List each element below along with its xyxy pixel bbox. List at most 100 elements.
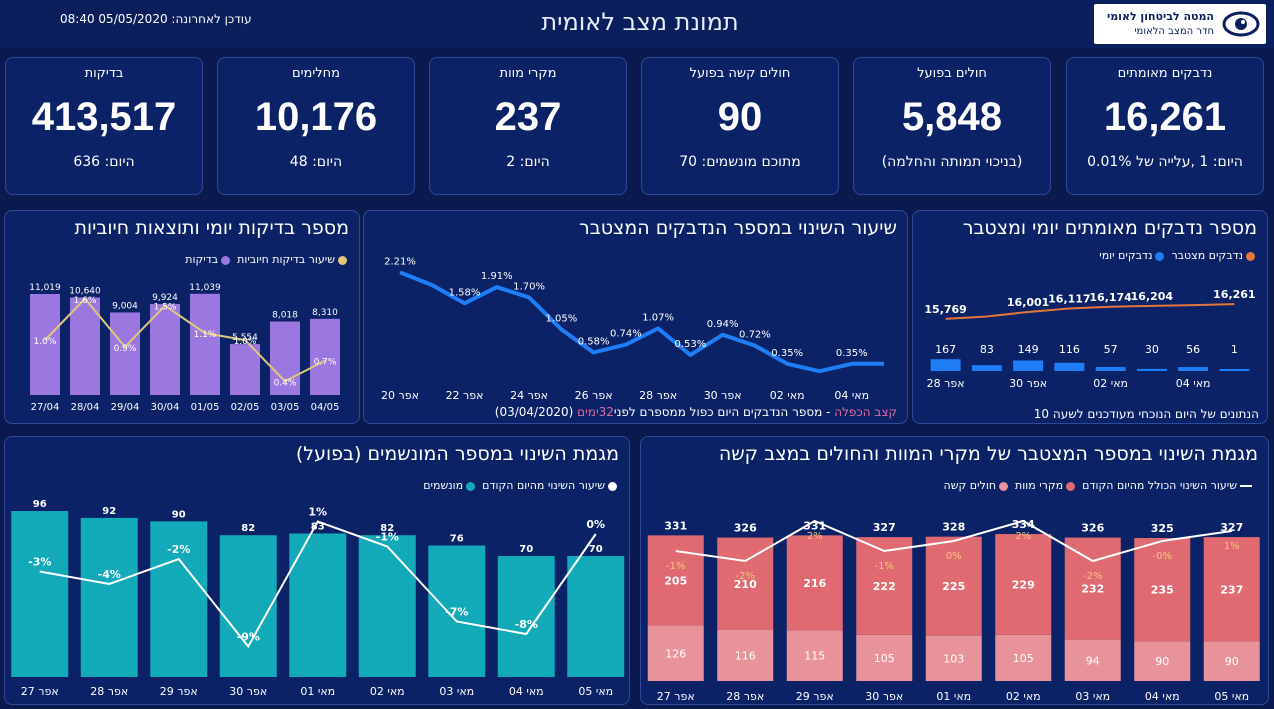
total-change-label: -0%	[1153, 551, 1172, 562]
note-date: (03/04/2020)	[494, 405, 574, 419]
tests-label: 9,004	[112, 301, 138, 311]
tests-chart: 11,019 27/04 10,640 28/04 9,004 29/04 9,924 30/…	[29, 283, 340, 413]
x-tick-label: אפר 28	[90, 685, 128, 698]
kpi-sub: היום: 1 ,עלייה של 0.01%	[1087, 154, 1243, 170]
kpi-confirmed[interactable]: נדבקים מאומתים 16,261 היום: 1 ,עלייה של …	[1066, 57, 1264, 195]
total-label: 328	[942, 521, 965, 534]
confirmed-panel[interactable]: מספר נדבקים מאומתים יומי ומצטבר נדבקים מ…	[912, 210, 1268, 424]
ventilated-label: 70	[589, 544, 603, 555]
note-days: 32ימים	[577, 405, 614, 419]
ventilated-label: 83	[311, 521, 325, 532]
change-label: -9%	[237, 631, 260, 644]
daily-bar	[930, 359, 961, 371]
x-tick-label: מאי 01	[300, 685, 335, 698]
x-tick-label: 29/04	[111, 402, 140, 413]
note-main: - מספר הנדבקים היום כפול ממספרם לפני	[613, 405, 831, 419]
last-updated: עודכן לאחרונה: 05/05/2020 08:40	[60, 12, 252, 26]
ventilated-label: 96	[33, 499, 47, 510]
legend-cum: נדבקים מצטבר	[1171, 249, 1243, 262]
x-tick-label: מאי 03	[1075, 690, 1110, 703]
legend-severe: חולים קשה	[943, 479, 997, 492]
tests-label: 8,018	[272, 311, 298, 321]
growth-panel[interactable]: שיעור השינוי במספר הנדבקים המצטבר 2.21% א…	[363, 210, 908, 424]
growth-label: 1.70%	[513, 281, 545, 292]
change-label: 0%	[586, 518, 605, 531]
legend-tests: בדיקות	[185, 253, 219, 266]
ventilated-label: 70	[519, 544, 533, 555]
x-tick-label: 01/05	[191, 402, 220, 413]
kpi-tests[interactable]: בדיקות 413,517 היום: 636	[5, 57, 203, 195]
severe-label: 94	[1086, 654, 1100, 667]
deaths-bar	[786, 535, 843, 631]
confirmed-note: הנתונים של היום הנוכחי מעודכנים לשעה 10	[1033, 407, 1259, 421]
daily-label: 83	[980, 343, 994, 356]
legend-dot-vent	[466, 481, 476, 491]
legend-change: שיעור השינוי מהיום הקודם	[482, 479, 605, 492]
cumulative-label: 16,261	[1213, 288, 1255, 301]
deaths-label: 237	[1220, 583, 1243, 596]
change-label: -2%	[167, 543, 190, 556]
kpi-sub: היום: 2	[506, 154, 550, 170]
kpi-severe[interactable]: חולים קשה בפועל 90 מתוכם מונשמים: 70	[641, 57, 839, 195]
legend-dot-deaths	[1066, 481, 1076, 491]
kpi-recovered[interactable]: מחלימים 10,176 היום: 48	[217, 57, 415, 195]
daily-bar	[1219, 369, 1250, 371]
total-change-label: 2%	[1015, 531, 1031, 542]
severe-bar	[925, 635, 982, 681]
kpi-deaths[interactable]: מקרי מוות 237 היום: 2	[429, 57, 627, 195]
x-tick-label: אפר 30	[1009, 377, 1047, 390]
growth-label: 0.35%	[836, 348, 868, 359]
logo-line1: המטה לביטחון לאומי	[1106, 10, 1214, 23]
cumulative-label: 16,117	[1048, 292, 1090, 305]
positive-rate-label: 1.6%	[74, 296, 97, 306]
kpi-value: 237	[494, 95, 562, 139]
deaths-bar	[925, 536, 982, 636]
severe-label: 126	[665, 647, 686, 660]
ventilated-bar	[150, 521, 208, 677]
top-bar	[0, 0, 1274, 48]
growth-label: 0.58%	[578, 336, 610, 347]
growth-label: 2.21%	[384, 256, 416, 267]
growth-label: 1.05%	[545, 313, 577, 324]
positive-rate-label: 1.0%	[34, 337, 57, 347]
panel-title: מגמת השינוי במספר המונשמים (בפועל)	[295, 443, 619, 465]
kpi-label: חולים בפועל	[917, 66, 987, 81]
ventilated-label: 76	[450, 534, 464, 545]
ventilated-bar	[497, 555, 555, 677]
legend-line-change	[1240, 485, 1252, 487]
ventilated-label: 82	[380, 523, 394, 534]
ventilated-legend: שיעור השינוי מהיום הקודם מונשמים	[423, 479, 617, 492]
change-label: -3%	[28, 556, 51, 569]
panel-title: שיעור השינוי במספר הנדבקים המצטבר	[579, 217, 897, 239]
tests-panel[interactable]: מספר בדיקות יומי ותוצאות חיוביות שיעור ב…	[4, 210, 360, 424]
kpi-sub: היום: 636	[73, 154, 135, 170]
x-tick-label: אפר 28	[927, 377, 965, 390]
ventilated-label: 82	[241, 523, 255, 534]
x-tick-label: 28/04	[71, 402, 100, 413]
ventilated-panel[interactable]: מגמת השינוי במספר המונשמים (בפועל) שיעור…	[4, 436, 630, 705]
deaths-bar	[1134, 538, 1191, 642]
daily-label: 1	[1231, 343, 1238, 356]
daily-bar	[1178, 367, 1209, 371]
kpi-active[interactable]: חולים בפועל 5,848 (בניכוי תמותה והחלמה)	[853, 57, 1051, 195]
tests-label: 11,039	[189, 283, 221, 293]
tests-bar	[190, 293, 220, 395]
legend-vent: מונשמים	[423, 479, 464, 492]
growth-label: 0.35%	[771, 348, 803, 359]
legend-dot-severe	[999, 481, 1009, 491]
x-tick-label: מאי 04	[509, 685, 544, 698]
x-tick-label: מאי 04	[834, 389, 869, 402]
daily-label: 30	[1145, 343, 1159, 356]
legend-dot-cum	[1246, 251, 1255, 261]
cumulative-label: 16,001	[1007, 296, 1049, 309]
deaths-label: 205	[664, 574, 687, 587]
daily-label: 167	[935, 343, 956, 356]
kpi-value: 10,176	[254, 95, 378, 139]
positive-rate-label: 0.7%	[314, 358, 337, 368]
total-change-label: 2%	[807, 531, 823, 542]
cumulative-label: 15,769	[924, 303, 966, 316]
deaths-bar	[1203, 537, 1260, 642]
severe-panel[interactable]: מגמת השינוי במספר המצטבר של מקרי המוות ו…	[640, 436, 1269, 705]
positive-rate-label: 1.5%	[154, 303, 177, 313]
eye-logo-icon	[1222, 11, 1260, 37]
